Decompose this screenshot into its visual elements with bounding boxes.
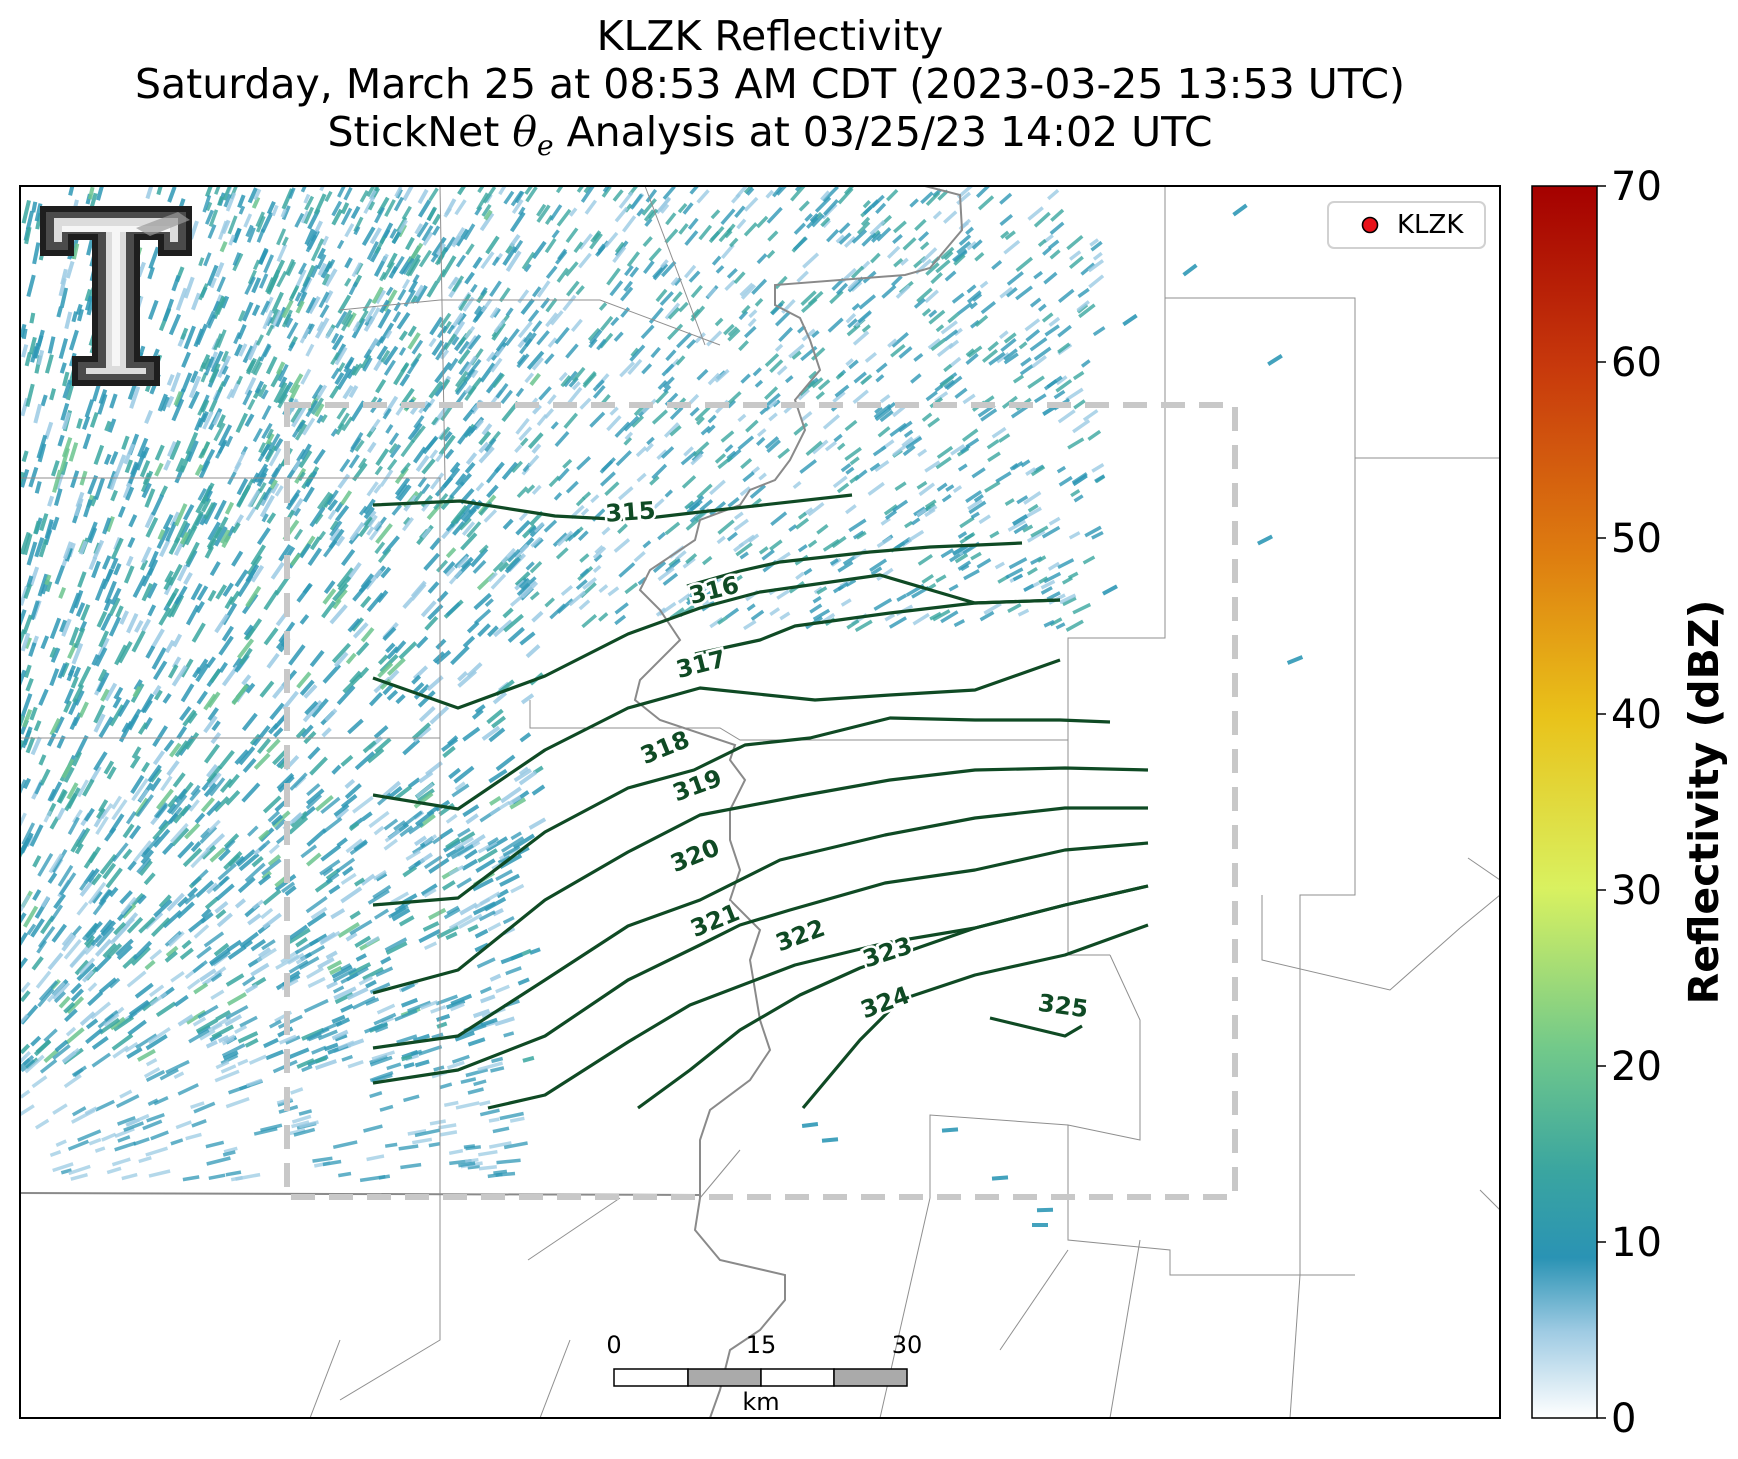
scale-tick-30: 30 bbox=[892, 1331, 923, 1359]
scale-tick-0: 0 bbox=[606, 1331, 621, 1359]
colorbar-tick-label: 70 bbox=[1611, 164, 1662, 210]
colorbar-tick-label: 30 bbox=[1611, 868, 1662, 914]
theta-e-contour-line bbox=[801, 923, 1149, 1110]
colorbar-ticks: 0 10 20 30 40 50 60 70 bbox=[1597, 164, 1662, 1442]
theta-e-contour-line bbox=[372, 841, 1149, 1085]
title-analysis: StickNet θe Analysis at 03/25/23 14:02 U… bbox=[327, 108, 1213, 163]
theta-e-contour-line bbox=[989, 1016, 1083, 1038]
analysis-domain-box bbox=[284, 402, 1238, 1200]
theta-e-contour-line bbox=[372, 573, 1061, 710]
colorbar-tick-label: 60 bbox=[1611, 340, 1662, 386]
theta-e-contour-line bbox=[694, 598, 1061, 656]
scale-unit: km bbox=[742, 1388, 779, 1416]
scale-tick-15: 15 bbox=[746, 1331, 777, 1359]
title-time: Saturday, March 25 at 08:53 AM CDT (2023… bbox=[135, 60, 1405, 108]
figure-title: KLZK Reflectivity Saturday, March 25 at … bbox=[0, 12, 1540, 170]
theta-e-contour-line bbox=[637, 884, 1149, 1110]
colorbar-tick-label: 50 bbox=[1611, 516, 1662, 562]
theta-e-contour-line bbox=[372, 493, 853, 522]
contour-label: 315 bbox=[604, 496, 656, 527]
theta-e-contours bbox=[372, 493, 1149, 1110]
scale-bar: 0 15 30 km bbox=[606, 1331, 922, 1416]
title-radar: KLZK Reflectivity bbox=[596, 12, 944, 60]
county-boundaries bbox=[20, 186, 1500, 1418]
klzk-marker-icon bbox=[1361, 216, 1379, 234]
colorbar-tick-label: 40 bbox=[1611, 692, 1662, 738]
theta-e-contour-line bbox=[372, 766, 1149, 995]
colorbar-tick-label: 20 bbox=[1611, 1044, 1662, 1090]
texas-tech-logo bbox=[40, 206, 192, 386]
reflectivity-field bbox=[20, 186, 1304, 1227]
theta-e-contour-line bbox=[372, 806, 1148, 1050]
theta-e-contour-line bbox=[372, 716, 1111, 907]
colorbar-tick-label: 0 bbox=[1611, 1396, 1636, 1442]
legend-label: KLZK bbox=[1397, 210, 1464, 240]
state-boundaries bbox=[20, 186, 964, 1418]
theta-e-contour-line bbox=[372, 658, 1061, 811]
map-legend: KLZK bbox=[1327, 201, 1486, 249]
colorbar: 0 10 20 30 40 50 60 70 Reflectivity (dBZ) bbox=[1531, 164, 1728, 1442]
theta-e-contour-line bbox=[686, 541, 1023, 588]
colorbar-label: Reflectivity (dBZ) bbox=[1680, 600, 1728, 1005]
colorbar-tick-label: 10 bbox=[1611, 1220, 1662, 1266]
